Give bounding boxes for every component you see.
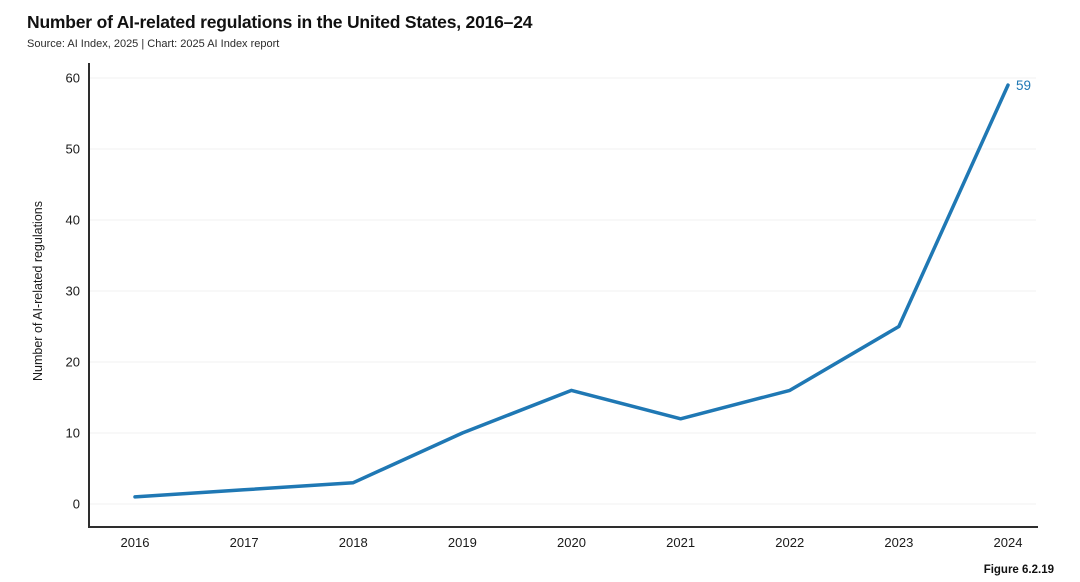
y-axis-label: Number of AI-related regulations (31, 201, 45, 381)
x-tick-label: 2016 (121, 535, 150, 550)
y-tick-label: 0 (73, 497, 80, 512)
end-value-label: 59 (1016, 78, 1031, 93)
y-tick-label: 20 (66, 355, 80, 370)
y-tick-label: 40 (66, 213, 80, 228)
chart-title: Number of AI-related regulations in the … (27, 12, 533, 32)
y-tick-labels: 0 10 20 30 40 50 60 (66, 71, 80, 512)
gridlines (89, 77, 1036, 505)
x-tick-label: 2017 (230, 535, 259, 550)
x-tick-label: 2021 (666, 535, 695, 550)
x-tick-label: 2019 (448, 535, 477, 550)
x-tick-labels: 2016 2017 2018 2019 2020 2021 2022 2023 2024 (121, 535, 1023, 550)
chart-source: Source: AI Index, 2025 | Chart: 2025 AI … (27, 38, 280, 50)
x-tick-label: 2022 (775, 535, 804, 550)
x-tick-label: 2018 (339, 535, 368, 550)
y-tick-label: 60 (66, 71, 80, 86)
x-tick-label: 2020 (557, 535, 586, 550)
x-tick-label: 2024 (994, 535, 1023, 550)
y-tick-label: 10 (66, 426, 80, 441)
data-line (133, 83, 1010, 499)
y-tick-label: 30 (66, 284, 80, 299)
figure-label: Figure 6.2.19 (983, 564, 1054, 576)
y-tick-label: 50 (66, 142, 80, 157)
x-tick-label: 2023 (884, 535, 913, 550)
